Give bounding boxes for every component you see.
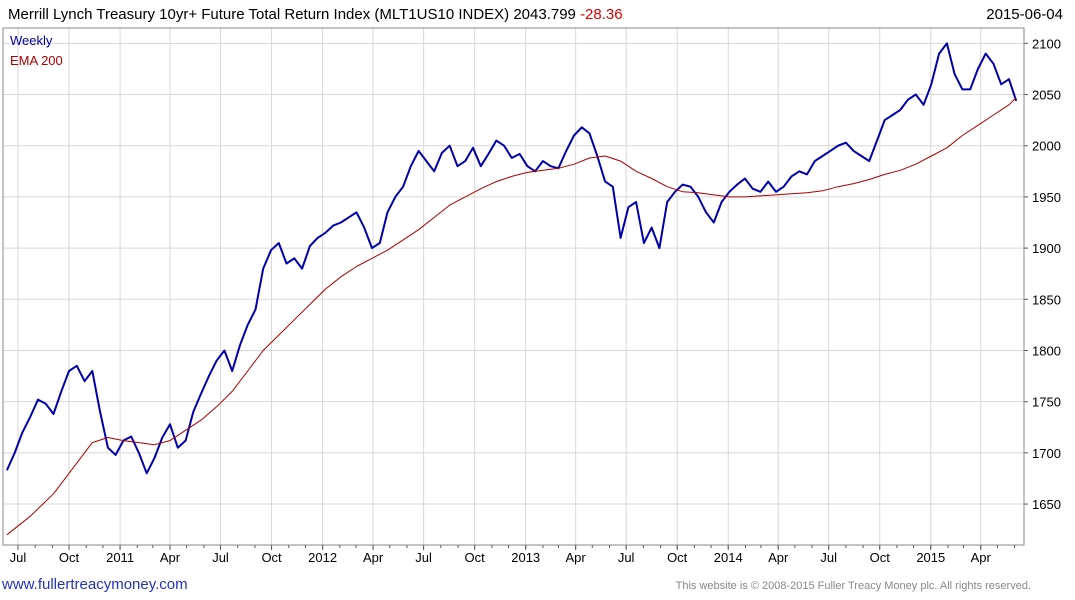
y-tick-label: 2000	[1032, 139, 1061, 154]
x-tick-label: Apr	[363, 550, 384, 565]
x-tick-label: Apr	[768, 550, 789, 565]
x-tick-label: Apr	[160, 550, 181, 565]
y-tick-label: 1800	[1032, 343, 1061, 358]
copyright-notice: This website is © 2008-2015 Fuller Treac…	[675, 580, 1031, 592]
x-tick-label: Jul	[618, 550, 635, 565]
x-tick-label: Apr	[566, 550, 587, 565]
y-tick-label: 1650	[1032, 497, 1061, 512]
x-tick-label: 2015	[916, 550, 945, 565]
website-link[interactable]: www.fullertreacymoney.com	[2, 576, 188, 593]
plot-area	[3, 28, 1024, 545]
x-tick-label: Jul	[415, 550, 432, 565]
y-tick-label: 1950	[1032, 190, 1061, 205]
y-tick-label: 1900	[1032, 241, 1061, 256]
x-tick-label: Jul	[820, 550, 837, 565]
weekly-series-line	[5, 42, 1018, 475]
y-tick-label: 1700	[1032, 446, 1061, 461]
y-tick-label: 1850	[1032, 292, 1061, 307]
x-tick-label: Jul	[10, 550, 27, 565]
legend-weekly: Weekly	[10, 33, 53, 48]
x-tick-label: 2011	[106, 550, 134, 565]
x-tick-label: 2014	[714, 550, 743, 565]
chart-date: 2015-06-04	[986, 6, 1063, 23]
legend-ema-200: EMA 200	[10, 53, 63, 68]
chart-title-text: Merrill Lynch Treasury 10yr+ Future Tota…	[8, 6, 576, 23]
x-tick-label: Oct	[667, 550, 688, 565]
y-tick-label: 1750	[1032, 395, 1061, 410]
x-tick-label: Oct	[465, 550, 486, 565]
y-tick-label: 2100	[1032, 36, 1061, 51]
chart-title: Merrill Lynch Treasury 10yr+ Future Tota…	[8, 6, 623, 23]
price-change: -28.36	[580, 6, 623, 23]
x-tick-label: Oct	[870, 550, 891, 565]
y-tick-label: 2050	[1032, 88, 1061, 103]
x-tick-label: 2012	[308, 550, 337, 565]
x-tick-label: Apr	[971, 550, 992, 565]
x-tick-label: Oct	[59, 550, 80, 565]
plot-frame	[2, 27, 1025, 546]
x-tick-label: 2013	[511, 550, 540, 565]
ema-200-series-line	[6, 97, 1017, 536]
x-tick-label: Jul	[212, 550, 229, 565]
x-tick-label: Oct	[261, 550, 282, 565]
